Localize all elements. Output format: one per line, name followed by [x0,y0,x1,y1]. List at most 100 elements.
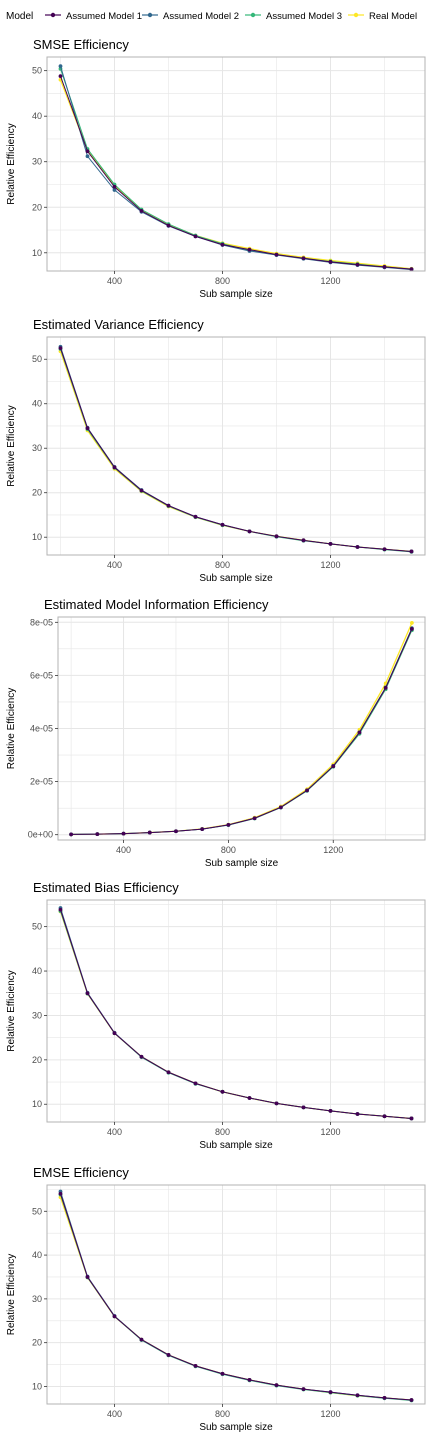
x-tick-label: 400 [107,1409,122,1419]
data-point [193,1363,198,1368]
data-point [166,1070,171,1075]
y-tick-label: 10 [32,1099,42,1109]
y-tick-label: 6e-05 [30,670,53,680]
chart-panel: Estimated Model Information Efficiency 40… [6,597,426,869]
chart-title: Estimated Variance Efficiency [33,317,204,332]
data-point [357,730,362,735]
x-tick-label: 1200 [320,276,340,286]
data-point [382,1395,387,1400]
series-line [59,79,412,270]
y-tick-label: 40 [32,399,42,409]
x-tick-label: 1200 [323,845,343,855]
data-point [58,907,63,912]
data-point [85,1275,90,1279]
series-line [60,347,412,552]
data-point [328,541,333,546]
chart-title: SMSE Efficiency [33,37,129,52]
y-tick-label: 50 [32,66,42,76]
data-point [147,830,152,835]
chart-title: Estimated Bias Efficiency [33,880,179,895]
x-axis-label: Sub sample size [199,289,273,300]
y-tick-label: 30 [32,443,42,453]
y-tick-label: 20 [32,202,42,212]
y-tick-label: 50 [32,922,42,932]
y-axis-label: Relative Efficiency [6,688,17,770]
legend-item: Real Model [348,11,417,22]
data-point [193,1081,198,1086]
legend-title: Model [6,11,33,22]
x-axis-label: Sub sample size [199,1422,273,1433]
data-point [220,1089,225,1094]
y-axis-label: Relative Efficiency [6,970,17,1052]
chart-panel: Estimated Bias Efficiency 400 800 1200 10 20 3… [6,880,426,1151]
gridlines [58,617,425,840]
data-point [409,267,414,272]
legend-label: Real Model [369,11,417,22]
data-point [355,545,360,549]
data-point [174,829,178,834]
gridlines [47,1185,425,1404]
x-tick-label: 400 [107,560,122,570]
y-tick-label: 30 [32,157,42,167]
plot-area [47,57,425,271]
data-point [58,64,63,69]
legend-swatch-point [250,12,256,18]
data-point [226,822,231,827]
data-point [355,262,360,267]
chart-title: EMSE Efficiency [33,1165,129,1180]
y-tick-label: 40 [32,1250,42,1260]
data-point [220,522,225,527]
data-point [355,1393,360,1398]
gridlines [47,57,425,271]
data-point [139,1337,144,1342]
x-tick-label: 800 [221,845,236,855]
y-tick-label: 50 [32,1206,42,1216]
data-point [166,503,171,508]
data-point [382,265,387,269]
data-point [112,1031,117,1036]
y-tick-label: 10 [32,1381,42,1391]
data-point [85,426,90,431]
chart-panel: EMSE Efficiency 400 800 1200 10 20 30 40 50 Sub s… [6,1165,426,1433]
data-point [112,465,117,470]
y-tick-label: 50 [32,354,42,364]
data-point [301,1105,306,1110]
x-tick-label: 400 [107,1127,122,1137]
data-point [58,1191,63,1196]
x-tick-label: 400 [116,845,131,855]
x-tick-label: 800 [215,276,230,286]
x-tick-label: 800 [215,560,230,570]
x-axis-label: Sub sample size [205,858,279,869]
data-point [193,514,198,519]
data-point [301,1387,306,1392]
data-point [301,256,306,261]
x-axis-label: Sub sample size [199,1140,273,1151]
data-point [85,154,90,159]
data-point [112,188,117,192]
panel-border [46,899,426,1123]
data-point [274,1383,279,1388]
legend-label: Assumed Model 2 [163,11,239,22]
legend-item: Assumed Model 1 [45,11,142,22]
series-line [60,1193,412,1401]
data-point [409,620,414,625]
data-point [166,223,171,228]
data-point [121,831,126,836]
series-assumed-model-1 [69,627,414,837]
plot-area [47,337,425,555]
data-point [409,549,414,554]
data-point [69,832,74,837]
data-point [409,1398,414,1402]
panel-border [46,56,426,272]
y-tick-label: 20 [32,1338,42,1348]
data-point [58,346,63,351]
data-point [328,1390,333,1395]
chart-panel: SMSE Efficiency 400 800 1200 10 20 30 40 50 Sub s… [6,37,426,300]
data-point [220,1371,225,1376]
data-point [274,252,279,257]
data-point [166,1353,171,1357]
data-point [247,1378,252,1382]
data-point [112,184,117,189]
